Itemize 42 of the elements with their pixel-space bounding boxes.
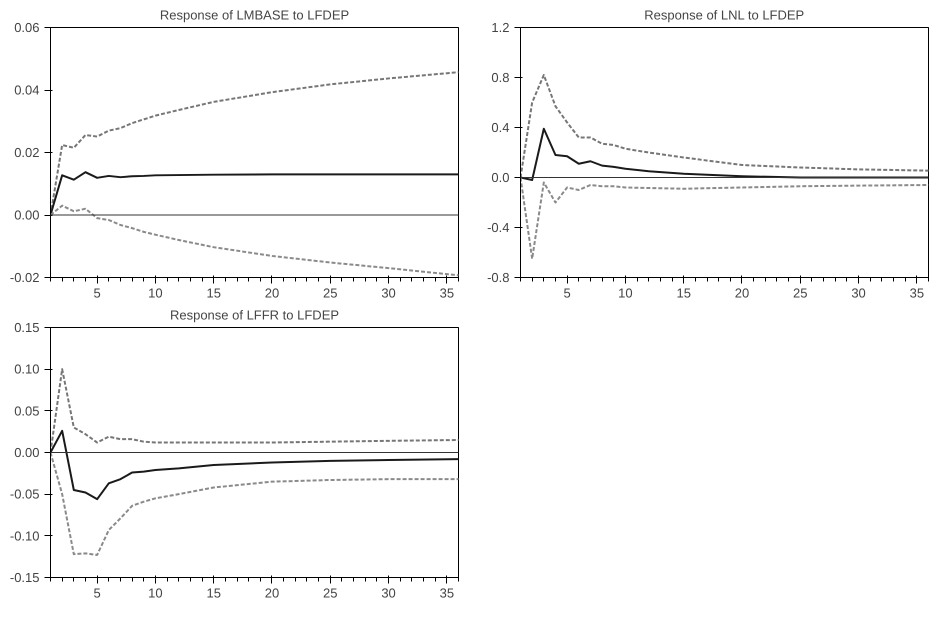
- x-tick-label: 20: [264, 586, 280, 600]
- y-tick-label: 0.0: [491, 170, 510, 185]
- x-tick-label: 10: [148, 286, 163, 300]
- y-tick-label: 0.05: [14, 403, 40, 418]
- x-tick-label: 30: [381, 286, 396, 300]
- x-tick-label: 35: [910, 286, 924, 300]
- chart-title: Response of LNL to LFDEP: [644, 8, 804, 22]
- x-tick-label: 10: [618, 286, 633, 300]
- x-tick-label: 20: [264, 286, 280, 300]
- x-tick-label: 15: [206, 286, 221, 300]
- y-tick-label: 0.06: [14, 20, 40, 35]
- x-tick-label: 35: [440, 286, 454, 300]
- chart-title: Response of LMBASE to LFDEP: [160, 8, 350, 22]
- y-tick-label: 0.02: [14, 145, 40, 160]
- x-tick-label: 25: [793, 286, 808, 300]
- x-tick-label: 20: [734, 286, 750, 300]
- y-tick-label: -0.8: [487, 270, 510, 285]
- y-tick-label: 0.00: [14, 208, 40, 222]
- y-tick-label: -0.10: [10, 528, 40, 544]
- x-tick-label: 30: [381, 586, 396, 600]
- y-tick-label: -0.4: [487, 220, 510, 235]
- x-tick-label: 5: [564, 286, 571, 300]
- y-tick-label: 0.04: [14, 82, 40, 98]
- y-tick-label: -0.05: [10, 486, 40, 502]
- x-tick-label: 25: [323, 586, 338, 600]
- y-tick-label: 0.8: [491, 70, 510, 85]
- y-tick-label: -0.02: [10, 270, 40, 285]
- x-tick-label: 15: [676, 286, 691, 300]
- y-tick-label: 0.00: [14, 445, 40, 460]
- y-tick-label: 0.15: [14, 320, 40, 335]
- x-tick-label: 10: [148, 586, 163, 600]
- x-tick-label: 5: [94, 586, 101, 600]
- y-tick-label: 1.2: [491, 20, 510, 35]
- x-tick-label: 15: [206, 586, 221, 600]
- chart-title: Response of LFFR to LFDEP: [170, 308, 340, 322]
- x-tick-label: 35: [440, 586, 454, 600]
- y-tick-label: 0.4: [491, 120, 510, 135]
- x-tick-label: 25: [323, 286, 338, 300]
- x-tick-label: 5: [94, 286, 101, 300]
- x-tick-label: 30: [851, 286, 866, 300]
- y-tick-label: -0.15: [10, 570, 40, 585]
- y-tick-label: 0.10: [14, 362, 40, 377]
